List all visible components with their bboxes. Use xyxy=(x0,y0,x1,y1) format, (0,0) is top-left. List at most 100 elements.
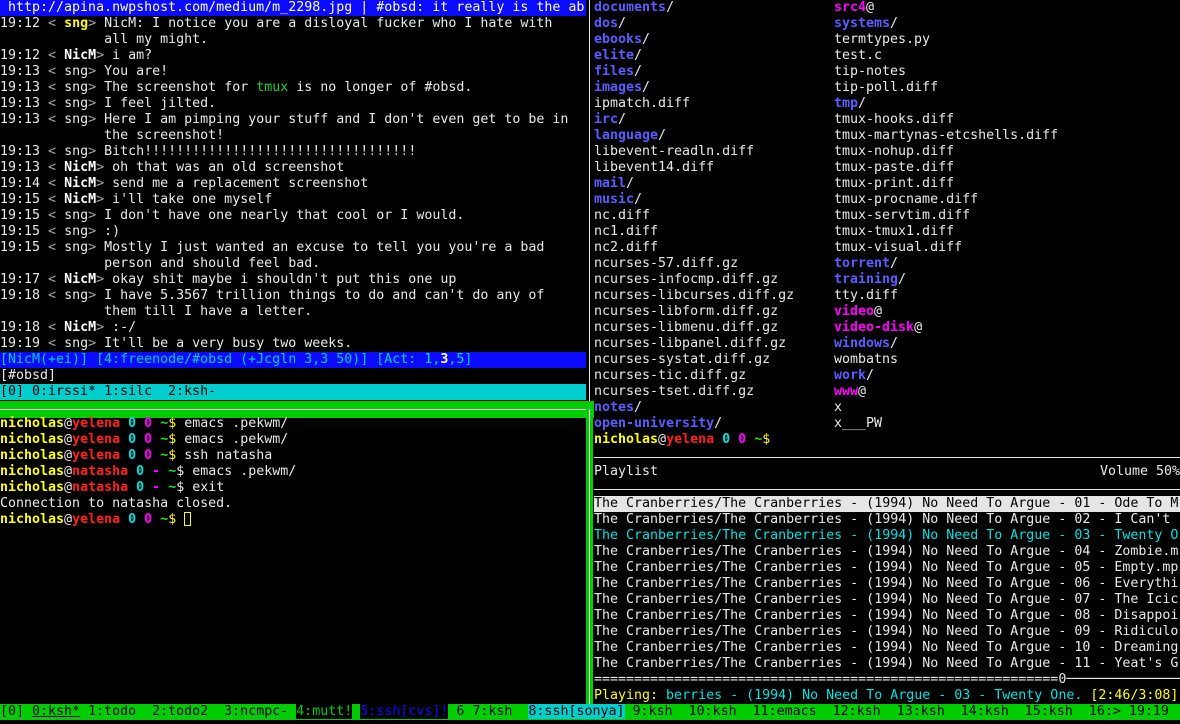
message-nick[interactable]: sng xyxy=(64,336,89,351)
ls-entry[interactable]: src4@ xyxy=(834,0,874,16)
ls-entry[interactable]: tmux-nohup.diff xyxy=(834,144,954,160)
playlist-song[interactable]: The Cranberries/The Cranberries - (1994)… xyxy=(594,608,1178,624)
message-nick[interactable]: sng xyxy=(64,16,89,31)
pane-divider-right[interactable] xyxy=(594,457,1180,458)
ls-entry[interactable]: ipmatch.diff xyxy=(594,96,690,112)
message-nick[interactable]: NicM xyxy=(64,48,97,63)
shell-prompt[interactable]: nicholas@yelena 0 0 ~$ xyxy=(594,432,770,448)
ls-entry[interactable]: dos/ xyxy=(594,16,626,32)
message-nick[interactable]: NicM xyxy=(64,176,97,191)
pane-divider-horizontal[interactable] xyxy=(0,409,590,410)
message-nick[interactable]: sng xyxy=(64,224,89,239)
ls-entry[interactable]: windows/ xyxy=(834,336,898,352)
tmux-window-tab[interactable] xyxy=(352,704,361,719)
tmux-window-tab[interactable]: 0:ksh* xyxy=(32,704,81,719)
ls-entry[interactable]: www@ xyxy=(834,384,866,400)
ls-entry[interactable]: nc2.diff xyxy=(594,240,658,256)
ls-entry[interactable]: irc/ xyxy=(594,112,626,128)
ls-entry[interactable]: mail/ xyxy=(594,176,634,192)
ls-entry[interactable]: systems/ xyxy=(834,16,898,32)
tmux-session-status[interactable]: [0] 0:irssi* 1:silc 2:ksh- xyxy=(0,384,586,400)
message-nick[interactable]: NicM xyxy=(64,272,97,287)
tmux-window-tab[interactable]: 6 7:ksh xyxy=(448,704,529,719)
playlist-song[interactable]: The Cranberries/The Cranberries - (1994)… xyxy=(594,496,1180,512)
ls-entry[interactable]: libevent14.diff xyxy=(594,160,714,176)
message-nick[interactable]: sng xyxy=(64,64,89,79)
ls-entry[interactable]: music/ xyxy=(594,192,642,208)
ls-entry[interactable]: ncurses-systat.diff.gz xyxy=(594,352,770,368)
ls-entry[interactable]: tmux-hooks.diff xyxy=(834,112,954,128)
message-nick[interactable]: NicM xyxy=(64,320,97,335)
message-nick[interactable]: sng xyxy=(64,288,89,303)
ls-entry[interactable]: ncurses-tset.diff.gz xyxy=(594,384,754,400)
playlist-song[interactable]: The Cranberries/The Cranberries - (1994)… xyxy=(594,528,1178,544)
shell-pane[interactable]: nicholas@yelena 0 0 ~$ emacs .pekwm/nich… xyxy=(0,416,586,704)
ls-entry[interactable]: libevent-readln.diff xyxy=(594,144,754,160)
ls-entry[interactable]: notes/ xyxy=(594,400,642,416)
message-nick[interactable]: sng xyxy=(64,144,89,159)
tmux-window-tab[interactable]: 4:mutt! xyxy=(296,704,353,719)
ls-pane[interactable]: documents/dos/ebooks/elite/files/images/… xyxy=(594,0,1180,448)
ls-entry[interactable]: ncurses-libcurses.diff.gz xyxy=(594,288,794,304)
tmux-window-tab[interactable]: [0] xyxy=(0,704,33,719)
ls-entry[interactable]: ncurses-libform.diff.gz xyxy=(594,304,778,320)
irssi-pane[interactable]: http://apina.nwpshost.com/medium/m_2298.… xyxy=(0,0,586,400)
ls-entry[interactable]: tty.diff xyxy=(834,288,898,304)
ls-entry[interactable]: tmux-procname.diff xyxy=(834,192,978,208)
ls-entry[interactable]: language/ xyxy=(594,128,666,144)
playlist-song[interactable]: The Cranberries/The Cranberries - (1994)… xyxy=(594,512,1178,528)
playlist-song[interactable]: The Cranberries/The Cranberries - (1994)… xyxy=(594,560,1178,576)
ls-entry[interactable]: nc1.diff xyxy=(594,224,658,240)
ls-entry[interactable]: torrent/ xyxy=(834,256,898,272)
progress-bar[interactable]: ========================================… xyxy=(594,672,1180,687)
message-nick[interactable]: NicM xyxy=(64,160,97,175)
volume-indicator[interactable]: Volume 50% xyxy=(1099,464,1180,479)
ls-entry[interactable]: test.c xyxy=(834,48,882,64)
message-nick[interactable]: sng xyxy=(64,96,89,111)
ls-entry[interactable]: termtypes.py xyxy=(834,32,930,48)
message-nick[interactable]: sng xyxy=(64,240,89,255)
ls-entry[interactable]: tmux-paste.diff xyxy=(834,160,954,176)
tmux-window-tab[interactable]: 1:todo 2:todo2 3:ncmpc- xyxy=(80,704,297,719)
playlist-song[interactable]: The Cranberries/The Cranberries - (1994)… xyxy=(594,544,1178,560)
ncmpc-pane[interactable]: Playlist Volume 50% The Cranberries/The C… xyxy=(594,464,1180,704)
ls-entry[interactable]: ncurses-57.diff.gz xyxy=(594,256,738,272)
ls-entry[interactable]: tmux-servtim.diff xyxy=(834,208,970,224)
message-nick[interactable]: NicM xyxy=(64,192,97,207)
ls-entry[interactable]: images/ xyxy=(594,80,650,96)
ls-entry[interactable]: open-university/ xyxy=(594,416,722,432)
ls-entry[interactable]: ncurses-libmenu.diff.gz xyxy=(594,320,778,336)
ls-entry[interactable]: tmp/ xyxy=(834,96,866,112)
ls-entry[interactable]: ebooks/ xyxy=(594,32,650,48)
irssi-input-line[interactable]: [#obsd] xyxy=(0,368,57,383)
ls-entry[interactable]: tmux-tmux1.diff xyxy=(834,224,954,240)
message-nick[interactable]: sng xyxy=(64,112,89,127)
playlist-song[interactable]: The Cranberries/The Cranberries - (1994)… xyxy=(594,592,1178,608)
ls-entry[interactable]: nc.diff xyxy=(594,208,650,224)
message-nick[interactable]: sng xyxy=(64,208,89,223)
ls-entry[interactable]: ncurses-infocmp.diff.gz xyxy=(594,272,778,288)
message-nick[interactable]: sng xyxy=(64,80,89,95)
ls-entry[interactable]: training/ xyxy=(834,272,906,288)
ls-entry[interactable]: tmux-print.diff xyxy=(834,176,954,192)
ls-entry[interactable]: x___PW xyxy=(834,416,882,432)
playlist-song[interactable]: The Cranberries/The Cranberries - (1994)… xyxy=(594,656,1178,672)
ls-entry[interactable]: documents/ xyxy=(594,0,674,16)
ls-entry[interactable]: video@ xyxy=(834,304,882,320)
ls-entry[interactable]: tip-notes xyxy=(834,64,906,80)
ls-entry[interactable]: ncurses-tic.diff.gz xyxy=(594,368,746,384)
ls-entry[interactable]: ncurses-libpanel.diff.gz xyxy=(594,336,786,352)
tmux-window-tab[interactable]: 9:ksh 10:ksh 11:emacs 12:ksh 13:ksh 14:k… xyxy=(624,704,1169,719)
ls-entry[interactable]: files/ xyxy=(594,64,642,80)
tmux-window-tab[interactable]: 5:ssh[cvs]! xyxy=(360,704,449,719)
playlist-song[interactable]: The Cranberries/The Cranberries - (1994)… xyxy=(594,624,1178,640)
tmux-window-tab[interactable]: 8:ssh[sonya] xyxy=(528,704,625,719)
playlist-song[interactable]: The Cranberries/The Cranberries - (1994)… xyxy=(594,640,1178,656)
ls-entry[interactable]: x xyxy=(834,400,842,416)
ls-entry[interactable]: tip-poll.diff xyxy=(834,80,938,96)
ls-entry[interactable]: wombatns xyxy=(834,352,898,368)
pane-divider-vertical[interactable] xyxy=(589,0,590,704)
ls-entry[interactable]: work/ xyxy=(834,368,874,384)
ls-entry[interactable]: tmux-visual.diff xyxy=(834,240,962,256)
ls-entry[interactable]: tmux-martynas-etcshells.diff xyxy=(834,128,1058,144)
